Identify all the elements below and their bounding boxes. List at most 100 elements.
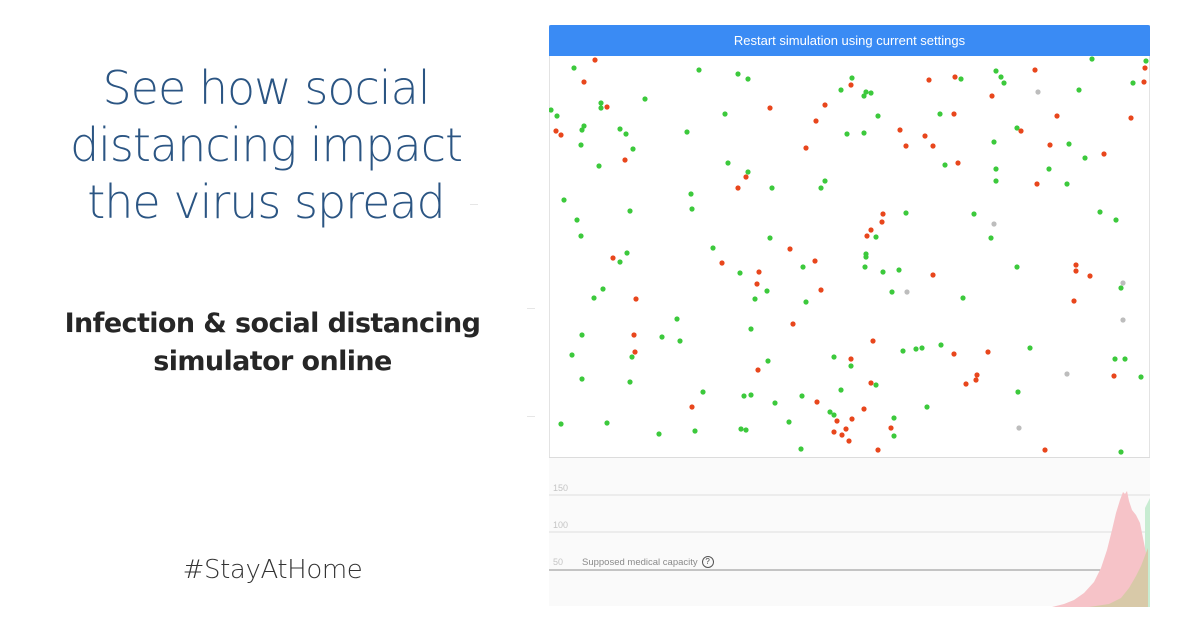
- healthy-person-dot: [1014, 125, 1020, 131]
- healthy-person-dot: [684, 129, 690, 135]
- recovered-person-dot: [1016, 425, 1022, 431]
- infected-person-dot: [812, 258, 818, 264]
- recovered-person-dot: [904, 289, 910, 295]
- healthy-person-dot: [748, 326, 754, 332]
- infected-person-dot: [870, 338, 876, 344]
- healthy-person-dot: [656, 431, 662, 437]
- infected-person-dot: [1101, 151, 1107, 157]
- infected-person-dot: [880, 211, 886, 217]
- healthy-person-dot: [849, 75, 855, 81]
- headline-line-3: the virus spread: [87, 175, 446, 229]
- help-icon[interactable]: ?: [701, 556, 714, 568]
- healthy-person-dot: [624, 250, 630, 256]
- infected-person-dot: [922, 133, 928, 139]
- healthy-person-dot: [598, 105, 604, 111]
- infected-person-dot: [848, 356, 854, 362]
- infected-person-dot: [875, 447, 881, 453]
- healthy-person-dot: [891, 415, 897, 421]
- infected-person-dot: [888, 425, 894, 431]
- infected-person-dot: [610, 255, 616, 261]
- healthy-person-dot: [1015, 389, 1021, 395]
- infected-person-dot: [604, 104, 610, 110]
- y-tick-150: 150: [553, 483, 569, 493]
- healthy-person-dot: [875, 113, 881, 119]
- infection-chart: 150 100 50 Supposed medical capacity ?: [549, 457, 1150, 607]
- recovered-person-dot: [1035, 89, 1041, 95]
- healthy-person-dot: [971, 211, 977, 217]
- healthy-person-dot: [993, 68, 999, 74]
- healthy-person-dot: [579, 376, 585, 382]
- infected-person-dot: [951, 351, 957, 357]
- healthy-person-dot: [561, 197, 567, 203]
- healthy-person-dot: [549, 107, 554, 113]
- healthy-person-dot: [578, 142, 584, 148]
- healthy-person-dot: [831, 412, 837, 418]
- healthy-person-dot: [827, 409, 833, 415]
- healthy-person-dot: [862, 264, 868, 270]
- healthy-person-dot: [889, 289, 895, 295]
- infected-person-dot: [814, 399, 820, 405]
- healthy-person-dot: [627, 379, 633, 385]
- infected-person-dot: [553, 128, 559, 134]
- infected-person-dot: [861, 406, 867, 412]
- healthy-person-dot: [861, 130, 867, 136]
- healthy-person-dot: [1001, 80, 1007, 86]
- infected-person-dot: [756, 269, 762, 275]
- healthy-person-dot: [765, 358, 771, 364]
- healthy-person-dot: [958, 76, 964, 82]
- healthy-person-dot: [689, 206, 695, 212]
- healthy-person-dot: [919, 345, 925, 351]
- healthy-person-dot: [1076, 87, 1082, 93]
- healthy-person-dot: [988, 235, 994, 241]
- healthy-person-dot: [993, 178, 999, 184]
- healthy-person-dot: [1112, 356, 1118, 362]
- infected-person-dot: [787, 246, 793, 252]
- healthy-person-dot: [938, 342, 944, 348]
- recovered-person-dot: [1120, 280, 1126, 286]
- infected-person-dot: [743, 174, 749, 180]
- infected-person-dot: [1073, 262, 1079, 268]
- headline: See how social distancing impact the vir…: [40, 60, 492, 231]
- infected-person-dot: [849, 416, 855, 422]
- divider-mark: [527, 416, 535, 417]
- healthy-person-dot: [900, 348, 906, 354]
- infected-person-dot: [868, 380, 874, 386]
- healthy-person-dot: [863, 89, 869, 95]
- healthy-person-dot: [604, 420, 610, 426]
- healthy-person-dot: [569, 352, 575, 358]
- infected-person-dot: [633, 296, 639, 302]
- infected-area: [1052, 491, 1148, 607]
- healthy-person-dot: [822, 178, 828, 184]
- healthy-person-dot: [960, 295, 966, 301]
- healthy-person-dot: [873, 234, 879, 240]
- healthy-person-dot: [591, 295, 597, 301]
- healthy-person-dot: [659, 334, 665, 340]
- chart-plot: [549, 491, 1150, 607]
- healthy-person-dot: [993, 166, 999, 172]
- restart-simulation-button[interactable]: Restart simulation using current setting…: [549, 25, 1150, 56]
- healthy-person-dot: [767, 235, 773, 241]
- healthy-person-dot: [617, 126, 623, 132]
- y-tick-50: 50: [553, 557, 564, 567]
- healthy-person-dot: [725, 160, 731, 166]
- infected-person-dot: [985, 349, 991, 355]
- infected-person-dot: [767, 105, 773, 111]
- simulation-canvas[interactable]: [549, 56, 1150, 457]
- healthy-person-dot: [752, 296, 758, 302]
- infected-person-dot: [790, 321, 796, 327]
- healthy-person-dot: [800, 264, 806, 270]
- infected-person-dot: [989, 93, 995, 99]
- infected-person-dot: [879, 219, 885, 225]
- healthy-person-dot: [696, 67, 702, 73]
- healthy-person-dot: [748, 392, 754, 398]
- healthy-person-dot: [818, 185, 824, 191]
- healthy-person-dot: [924, 404, 930, 410]
- healthy-person-dot: [838, 87, 844, 93]
- infected-person-dot: [818, 287, 824, 293]
- infected-person-dot: [632, 349, 638, 355]
- healthy-person-dot: [1027, 345, 1033, 351]
- infected-person-dot: [622, 157, 628, 163]
- healthy-person-dot: [737, 270, 743, 276]
- infected-person-dot: [974, 372, 980, 378]
- healthy-person-dot: [1113, 217, 1119, 223]
